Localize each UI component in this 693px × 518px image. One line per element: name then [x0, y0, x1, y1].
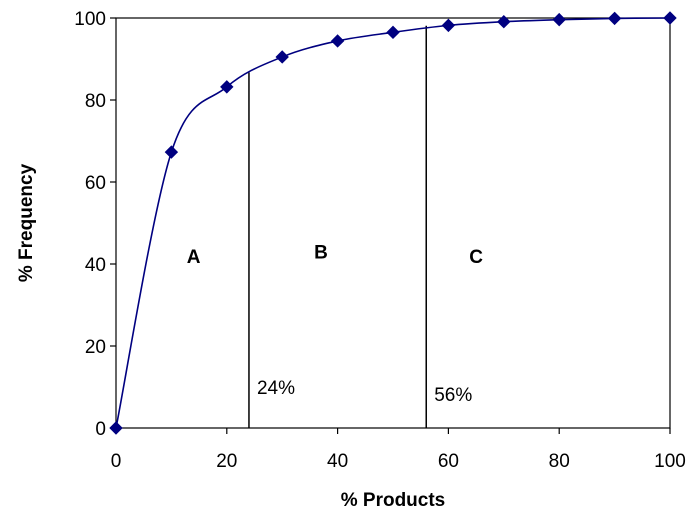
data-point	[330, 34, 345, 48]
data-point	[275, 50, 289, 64]
region-labels: A B C	[187, 243, 484, 268]
data-point	[220, 80, 234, 94]
series-group	[109, 11, 677, 435]
x-tick-label: 0	[111, 451, 122, 472]
x-tick-label: 100	[654, 451, 686, 472]
cutoff-lines: 24% 56%	[248, 25, 472, 428]
x-axis-title: % Products	[341, 490, 446, 511]
y-tick-label: 100	[74, 9, 106, 30]
series-line	[115, 17, 671, 429]
y-axis-title: % Frequency	[16, 163, 37, 282]
data-point	[109, 421, 123, 435]
region-label-a: A	[187, 247, 201, 268]
x-tick-label: 60	[438, 451, 459, 472]
y-tick-label: 40	[85, 255, 106, 276]
x-axis-ticks: 0 20 40 60 80 100	[111, 428, 686, 472]
x-tick-label: 20	[216, 451, 237, 472]
data-point	[386, 25, 400, 40]
data-point	[497, 14, 511, 29]
data-point	[607, 11, 622, 26]
y-tick-label: 80	[85, 91, 106, 112]
y-axis-ticks: 0 20 40 60 80 100	[74, 9, 116, 440]
data-point	[164, 145, 179, 159]
x-tick-label: 40	[327, 451, 348, 472]
plot-frame	[115, 17, 671, 429]
region-label-b: B	[314, 243, 328, 264]
y-tick-label: 0	[95, 419, 106, 440]
data-point	[663, 11, 677, 25]
y-tick-label: 20	[85, 337, 106, 358]
region-label-c: C	[469, 247, 483, 268]
plot-area	[115, 17, 671, 429]
x-tick-label: 80	[549, 451, 570, 472]
y-tick-label: 60	[85, 173, 106, 194]
cutoff-label: 24%	[257, 378, 295, 399]
cutoff-label: 56%	[434, 385, 472, 406]
data-point	[552, 12, 566, 27]
data-point	[441, 18, 456, 33]
